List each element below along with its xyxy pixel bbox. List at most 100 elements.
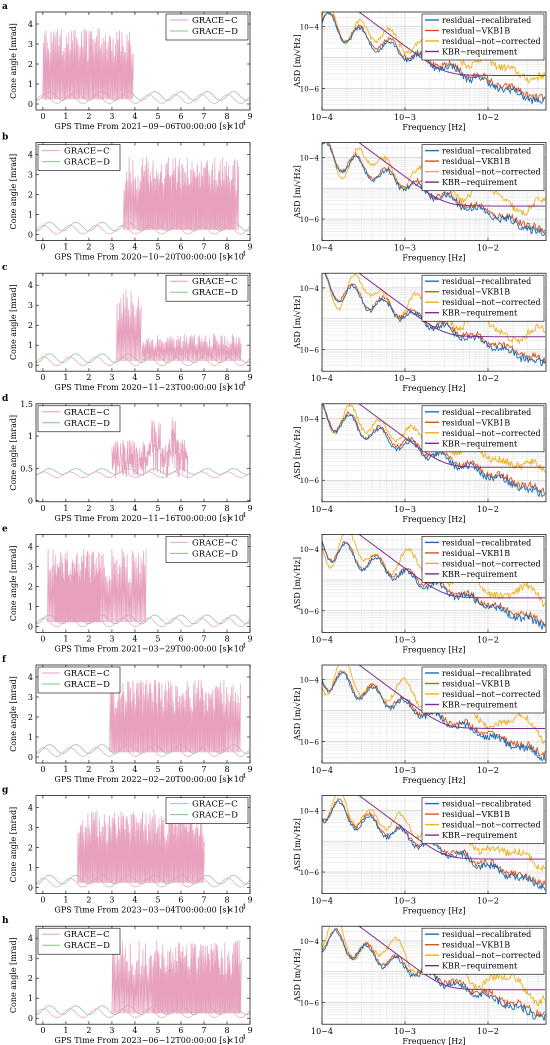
cone-angle-plot (36, 156, 250, 235)
legend-entry: GRACE−C (64, 930, 110, 940)
asd-legend-entry: KBR−requirement (442, 701, 518, 710)
x-tick-label: 8 (224, 112, 229, 121)
asd-legend-entry: residual−not−corrected (442, 690, 541, 699)
grace-c-baseline (36, 1008, 250, 1018)
asd-x-axis-label: Frequency [Hz] (402, 645, 465, 654)
legend-entry: GRACE−D (192, 811, 238, 821)
asd-x-tick-label: 10−4 (311, 505, 333, 514)
asd-legend-entry: KBR−requirement (442, 570, 518, 579)
legend-entry: GRACE−C (64, 669, 110, 679)
y-tick-label: 0 (28, 361, 33, 370)
x-tick-label: 1 (63, 373, 68, 382)
legend-box (165, 797, 249, 824)
y-tick-label: 1 (28, 211, 33, 220)
asd-legend-entry: residual−not−corrected (442, 37, 541, 46)
asd-legend-entry: KBR−requirement (442, 178, 518, 187)
asd-axes-frame (321, 272, 547, 372)
axes-frame (35, 272, 251, 372)
asd-legend-entry: residual−VKB1B (442, 810, 510, 819)
x-tick-label: 1 (63, 112, 68, 121)
asd-legend-box (421, 666, 545, 714)
series-kbr-requirement (358, 142, 546, 207)
asd-legend-entry: residual−VKB1B (442, 288, 510, 297)
asd-x-axis-label: Frequency [Hz] (402, 384, 465, 393)
asd-x-tick-label: 10−4 (311, 374, 333, 383)
x-axis-exponent: ×10 (227, 122, 244, 131)
asd-y-tick-label: 10−4 (300, 546, 320, 554)
asd-axes-frame (321, 795, 547, 894)
x-axis-exponent: ×10 (227, 906, 244, 915)
x-tick-label: 6 (178, 112, 183, 121)
asd-y-tick-label: 10−4 (300, 154, 320, 162)
axes-frame (35, 403, 251, 503)
axes-frame (35, 11, 251, 111)
asd-y-tick-label: 10−6 (300, 738, 320, 746)
panel-label: d (2, 394, 9, 404)
series-residual-recalibrated (322, 142, 546, 237)
asd-x-tick-label: 10−4 (311, 766, 333, 775)
asd-x-axis-label: Frequency [Hz] (402, 515, 465, 524)
grace-d-baseline (36, 874, 250, 885)
y-tick-label: 1 (28, 341, 33, 350)
asd-legend-entry: residual−recalibrated (442, 669, 531, 678)
asd-legend-entry: residual−recalibrated (442, 277, 531, 286)
asd-axes-frame (321, 925, 547, 1025)
x-tick-label: 1 (63, 243, 68, 252)
asd-y-tick-label: 10−6 (300, 477, 320, 485)
asd-legend-box (421, 13, 545, 61)
x-tick-label: 2 (86, 504, 91, 513)
asd-x-tick-label: 10−3 (394, 635, 416, 644)
x-axis-label: GPS Time From 2023−03−04T00:00:00 [s] (54, 906, 229, 915)
grace-d-baseline (36, 1005, 250, 1015)
y-tick-label: 1 (28, 733, 33, 742)
asd-y-tick-label: 10−4 (300, 416, 320, 424)
asd-x-tick-label: 10−2 (477, 635, 499, 644)
asd-legend-entry: residual−not−corrected (442, 168, 541, 177)
y-tick-label: 1 (28, 432, 33, 441)
x-tick-label: 5 (155, 504, 160, 513)
asd-legend-entry: residual−not−corrected (442, 821, 541, 830)
asd-legend-entry: KBR−requirement (442, 439, 518, 448)
y-tick-label: 2 (28, 191, 33, 200)
x-tick-label: 6 (178, 1026, 183, 1035)
x-axis-label: GPS Time From 2021−03−29T00:00:00 [s] (54, 644, 229, 653)
y-tick-label: 0 (28, 753, 33, 762)
asd-y-axis-label: ASD [m/√Hz] (293, 687, 302, 741)
burst-segment (54, 548, 147, 623)
cone-angle-plot (36, 289, 250, 366)
asd-legend-box (421, 797, 545, 844)
y-tick-label: 2 (28, 60, 33, 69)
y-tick-label: 0 (28, 622, 33, 631)
y-tick-label: 4 (28, 281, 33, 290)
x-tick-label: 9 (247, 112, 252, 121)
x-tick-label: 8 (224, 765, 229, 774)
asd-y-tick-label: 10−4 (300, 677, 320, 685)
x-axis-exponent-power: 4 (242, 120, 246, 127)
asd-legend-entry: residual−VKB1B (442, 680, 510, 689)
asd-y-axis-label: ASD [m/√Hz] (293, 165, 302, 219)
asd-y-axis-label: ASD [m/√Hz] (293, 426, 302, 480)
asd-axes-frame (321, 142, 547, 241)
x-tick-label: 3 (109, 1026, 114, 1035)
x-tick-label: 0 (40, 1026, 45, 1035)
x-tick-label: 9 (247, 634, 252, 643)
x-tick-label: 2 (86, 896, 91, 905)
asd-legend-entry: residual−not−corrected (442, 951, 541, 960)
x-tick-label: 8 (224, 504, 229, 513)
asd-legend: residual−recalibratedresidual−VKB1Bresid… (421, 405, 545, 453)
x-tick-label: 4 (132, 112, 137, 121)
asd-legend: residual−recalibrated residual−VKB1Bresid… (421, 666, 545, 714)
y-tick-label: 3 (28, 954, 33, 963)
asd-y-axis-label: ASD [m/√Hz] (293, 34, 302, 88)
asd-legend: residual−recalibratedresidual−VKB1Bresid… (421, 536, 545, 583)
asd-x-axis-label: Frequency [Hz] (402, 776, 465, 785)
x-tick-label: 5 (155, 765, 160, 774)
asd-x-tick-label: 10−3 (394, 897, 416, 906)
